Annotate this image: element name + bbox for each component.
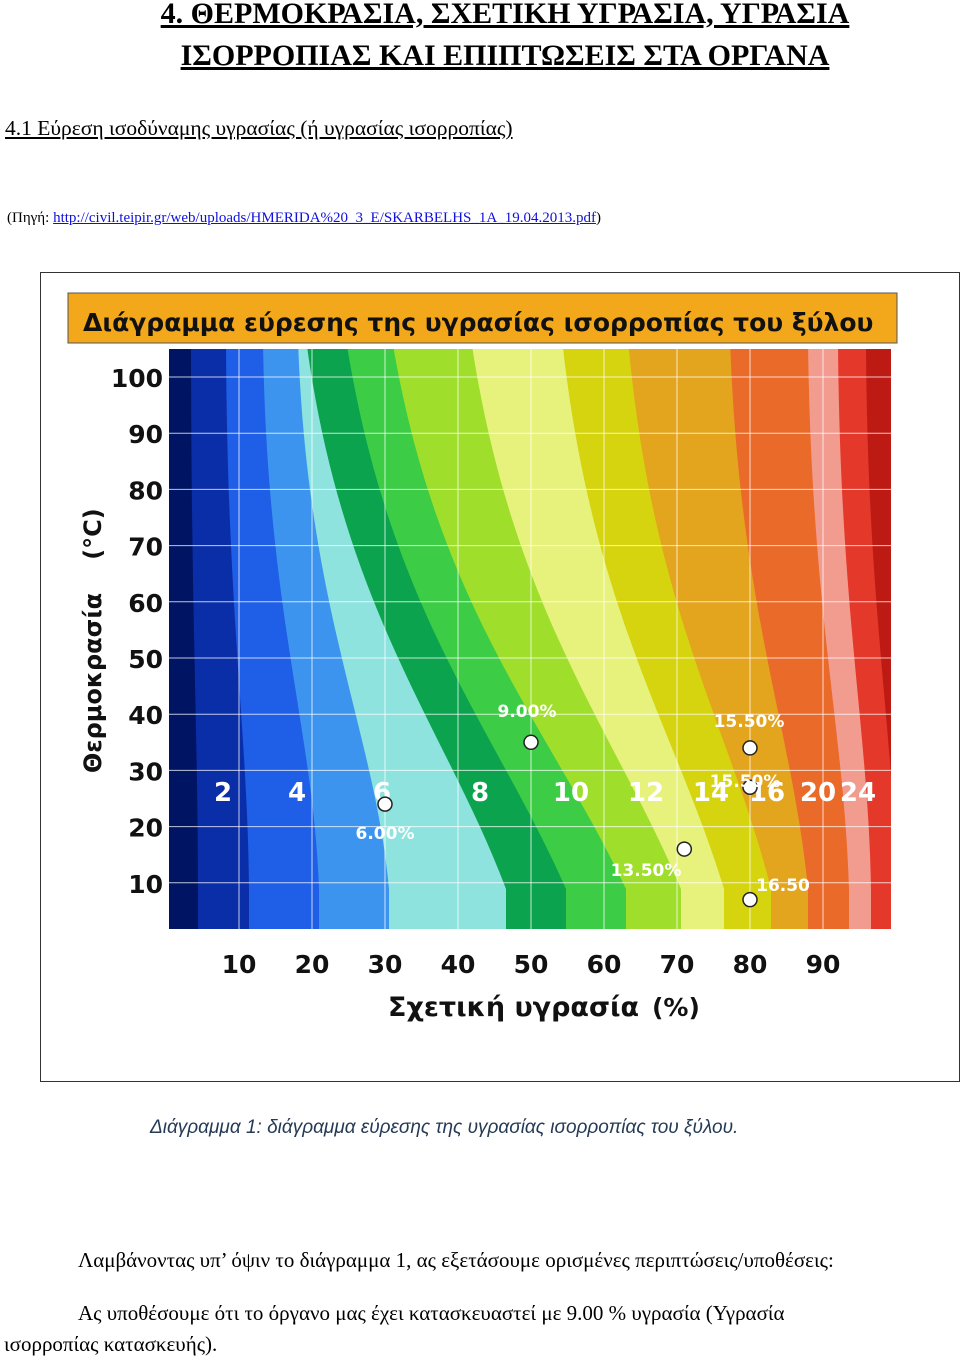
sample-point-marker bbox=[742, 891, 758, 908]
source-reference: (Πηγή: http://civil.teipir.gr/web/upload… bbox=[7, 210, 601, 227]
y-axis-unit: (°C) bbox=[79, 508, 107, 560]
section-heading-line-2: ΙΣΟΡΡΟΠΙΑΣ ΚΑΙ ΕΠΙΠΤΩΣΕΙΣ ΣΤΑ ΟΡΓΑΝΑ bbox=[180, 39, 830, 72]
y-tick-label: 50 bbox=[128, 645, 163, 674]
y-tick-label: 60 bbox=[128, 589, 163, 618]
sample-point-label: 6.00% bbox=[356, 824, 415, 844]
x-tick-label: 40 bbox=[441, 950, 476, 979]
equilibrium-moisture-chart: Διάγραμμα εύρεσης της υγρασίας ισορροπία… bbox=[67, 292, 898, 1023]
sample-point-marker bbox=[742, 740, 758, 756]
moisture-band-label: 10 bbox=[553, 778, 589, 808]
x-tick-label: 30 bbox=[368, 950, 403, 979]
moisture-band-label: 12 bbox=[628, 778, 664, 808]
moisture-band-label: 14 bbox=[693, 778, 729, 808]
sample-point-label: 9.00% bbox=[498, 702, 557, 722]
x-axis-unit: (%) bbox=[652, 993, 700, 1022]
subsection-heading: 4.1 Εύρεση ισοδύναμης υγρασίας (ή υγρασί… bbox=[5, 116, 513, 140]
moisture-band-label: 24 bbox=[840, 778, 876, 808]
sample-point-marker bbox=[742, 779, 758, 796]
moisture-band bbox=[866, 349, 891, 777]
sample-point-marker bbox=[676, 841, 693, 857]
y-tick-label: 70 bbox=[128, 533, 163, 562]
section-heading-line-1: 4. ΘΕΡΜΟΚΡΑΣΙΑ, ΣΧΕΤΙΚΗ ΥΓΡΑΣΙΑ, ΥΓΡΑΣΙΑ bbox=[160, 0, 850, 30]
y-tick-label: 90 bbox=[128, 420, 163, 449]
y-axis-label: Θερμοκρασία bbox=[79, 593, 107, 773]
chart-title: Διάγραμμα εύρεσης της υγρασίας ισορροπία… bbox=[83, 308, 873, 337]
y-tick-label: 30 bbox=[128, 757, 163, 786]
x-tick-label: 10 bbox=[222, 950, 257, 979]
y-tick-label: 10 bbox=[128, 870, 163, 899]
chart-frame: Διάγραμμα εύρεσης της υγρασίας ισορροπία… bbox=[40, 272, 960, 1082]
moisture-band-label: 20 bbox=[800, 778, 836, 808]
x-tick-label: 80 bbox=[733, 950, 768, 979]
paragraph-assumption: Ας υποθέσουμε ότι το όργανο μας έχει κατ… bbox=[78, 1301, 785, 1325]
source-link[interactable]: http://civil.teipir.gr/web/uploads/HMERI… bbox=[53, 210, 596, 226]
moisture-band-label: 4 bbox=[288, 778, 306, 808]
x-axis-label: Σχετική υγρασία bbox=[388, 992, 639, 1023]
y-tick-label: 40 bbox=[128, 701, 163, 730]
sample-point-label: 15.50% bbox=[710, 772, 781, 792]
moisture-band-label: 8 bbox=[471, 778, 489, 808]
x-tick-label: 50 bbox=[514, 950, 549, 979]
figure-caption: Διάγραμμα 1: διάγραμμα εύρεσης της υγρασ… bbox=[150, 1117, 739, 1138]
paragraph-assumption-continued: ισορροπίας κατασκευής). bbox=[4, 1332, 218, 1356]
y-tick-label: 100 bbox=[111, 364, 163, 393]
y-tick-label: 80 bbox=[128, 476, 163, 505]
x-tick-label: 70 bbox=[660, 950, 695, 979]
sample-point-label: 13.50% bbox=[611, 861, 682, 881]
source-prefix: (Πηγή: bbox=[7, 210, 54, 226]
x-tick-label: 60 bbox=[587, 950, 622, 979]
x-tick-label: 20 bbox=[295, 950, 330, 979]
source-suffix: ) bbox=[595, 210, 601, 226]
sample-point-marker bbox=[377, 796, 393, 812]
paragraph-intro: Λαμβάνοντας υπ’ όψιν το διάγραμμα 1, ας … bbox=[78, 1248, 834, 1272]
sample-point-label: 16.50 bbox=[756, 876, 810, 896]
sample-point-marker bbox=[523, 734, 539, 751]
moisture-band-label: 2 bbox=[214, 778, 232, 808]
y-tick-label: 20 bbox=[128, 814, 163, 843]
x-tick-label: 90 bbox=[806, 950, 841, 979]
sample-point-label: 15.50% bbox=[714, 712, 785, 732]
